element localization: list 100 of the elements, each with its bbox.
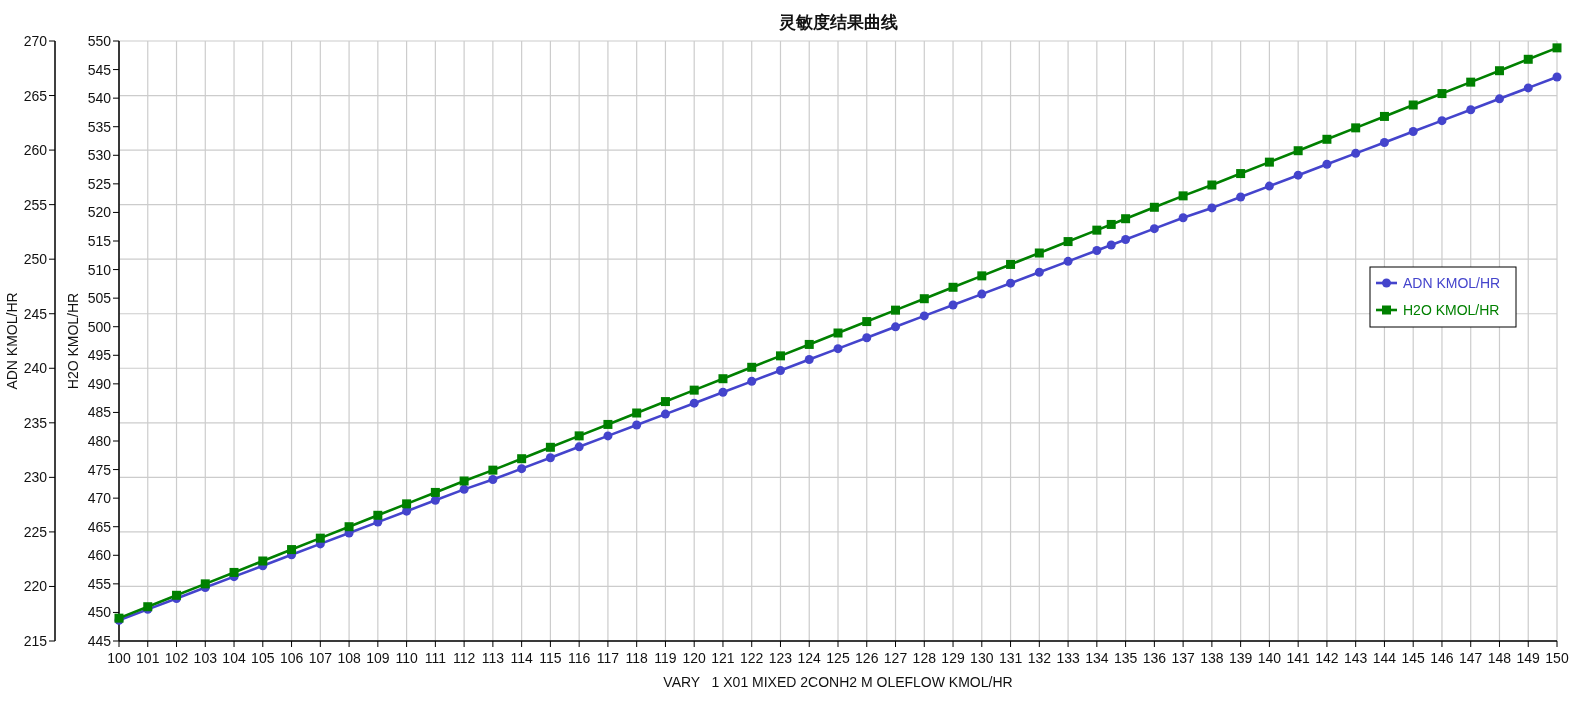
x-tick-label: 111 [424,650,447,666]
point [430,487,440,497]
point [948,300,958,310]
point [775,365,785,375]
chart-title: 灵敏度结果曲线 [778,13,898,32]
y2-tick-label: 515 [87,233,112,249]
x-tick-label: 125 [826,650,850,666]
x-tick-label: 113 [481,650,505,666]
x-tick-label: 148 [1487,650,1512,666]
point [517,454,527,464]
point [402,499,412,509]
point [977,289,987,299]
point [1322,134,1332,144]
point [747,376,757,386]
y2-tick-label: 530 [87,147,112,164]
point [891,305,901,315]
point [718,387,728,397]
point [775,351,785,361]
point [315,533,325,543]
x-tick-label: 120 [682,650,707,666]
point [1552,72,1562,82]
point [1466,77,1476,87]
y-tick-label: 250 [23,251,48,268]
x-tick-label: 137 [1171,650,1196,666]
point [574,442,584,452]
point [1092,245,1102,255]
x-tick-label: 130 [970,650,994,666]
point [862,333,872,343]
legend-label: H2O KMOL/HR [1403,302,1500,318]
y2-tick-label: 495 [87,347,112,364]
point [1466,105,1476,115]
x-tick-label: 106 [279,650,304,666]
point [488,475,498,485]
point [660,409,670,419]
point [373,510,383,520]
point [1351,123,1361,133]
y2-tick-label: 455 [87,575,112,592]
y-tick-label: 230 [23,469,48,486]
point [603,431,613,441]
y-tick-label: 215 [23,633,48,649]
point [1063,256,1073,266]
x-tick-label: 134 [1085,650,1109,666]
point [1293,146,1303,156]
x-tick-label: 105 [251,650,275,666]
point [891,322,901,332]
point [1178,191,1188,201]
x-tick-label: 118 [625,650,649,666]
point [660,397,670,407]
point [1264,181,1274,191]
point [517,464,527,474]
point [574,431,584,441]
y-axis-title: ADN KMOL/HR [4,292,20,390]
point [632,408,642,418]
x-tick-label: 124 [797,650,822,666]
y2-tick-label: 460 [87,547,112,564]
x-tick-label: 150 [1545,650,1569,666]
point [1034,267,1044,277]
x-tick-label: 119 [654,650,677,666]
point [1494,66,1504,76]
point [430,495,440,505]
x-tick-label: 127 [883,650,908,666]
x-tick-label: 114 [510,650,534,666]
y2-tick-label: 485 [87,404,112,421]
x-tick-label: 103 [193,650,218,666]
x-axis-title: VARY 1 X01 MIXED 2CONH2 M OLEFLOW KMOL/HR [663,674,1013,690]
point [1236,169,1246,179]
y2-tick-label: 450 [87,604,112,621]
point [1207,180,1217,190]
point [804,339,814,349]
y2-tick-label: 545 [87,61,112,78]
y2-axis-title: H2O KMOL/HR [65,292,81,390]
x-tick-label: 117 [596,650,620,666]
y-tick-label: 265 [23,87,48,104]
y2-tick-label: 490 [87,375,112,392]
point [862,317,872,327]
y2-tick-label: 475 [87,461,112,478]
x-tick-label: 133 [1056,650,1080,666]
x-tick-label: 136 [1142,650,1167,666]
x-tick-label: 142 [1315,650,1339,666]
point [718,374,728,384]
y2-tick-label: 510 [87,261,112,278]
x-tick-label: 139 [1228,650,1253,666]
y-tick-label: 235 [23,414,48,431]
x-tick-label: 102 [164,650,189,666]
point [1236,192,1246,202]
x-tick-label: 107 [308,650,333,666]
x-tick-label: 116 [568,650,591,666]
x-tick-label: 144 [1372,650,1397,666]
x-tick-label: 100 [107,650,131,666]
point [459,476,469,486]
y2-tick-label: 550 [87,33,112,49]
point [1264,157,1274,167]
point [1437,116,1447,126]
point [1351,148,1361,158]
point [1379,137,1389,147]
point [1006,278,1016,288]
point [977,271,987,281]
point [1063,237,1073,247]
point [200,579,210,589]
x-tick-label: 108 [337,650,361,666]
